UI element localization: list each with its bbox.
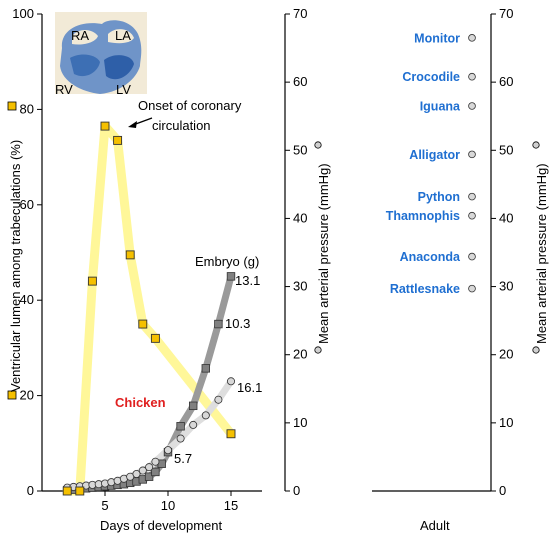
embryo-point bbox=[151, 467, 160, 477]
lumen-point bbox=[150, 333, 160, 343]
adult-y-tick-label: 10 bbox=[499, 415, 513, 430]
pressure-point bbox=[226, 377, 235, 386]
adult-y-tick-label: 70 bbox=[499, 6, 513, 21]
right-y-tick-label: 40 bbox=[293, 210, 307, 225]
annotation-arrowhead bbox=[128, 121, 137, 128]
adult-y-axis-title: Mean arterial pressure (mmHg) bbox=[534, 163, 549, 344]
adult-point bbox=[468, 284, 476, 293]
annotation-embryo: Embryo (g) bbox=[195, 254, 259, 269]
lumen-point bbox=[226, 429, 236, 439]
left-axis: 0 20 40 60 80 100 5 10 15 bbox=[7, 6, 262, 513]
adult-layer: Monitor Crocodile Iguana Alligator Python Tha… bbox=[386, 31, 476, 296]
adult-y-tick-label: 30 bbox=[499, 279, 513, 294]
left-y-axis-title: Ventricular lumen among trabeculations (… bbox=[8, 140, 23, 392]
left-y-tick-label: 60 bbox=[20, 197, 34, 212]
adult-species-label: Rattlesnake bbox=[390, 282, 460, 296]
adult-species-label: Alligator bbox=[409, 148, 460, 162]
adult-point bbox=[468, 72, 476, 81]
adult-species-label: Crocodile bbox=[402, 70, 460, 84]
adult-species-label: Anaconda bbox=[400, 250, 461, 264]
left-title-square-marker bbox=[7, 101, 17, 111]
annotation-13-1: 13.1 bbox=[235, 273, 260, 288]
annotation-16-1: 16.1 bbox=[237, 380, 262, 395]
adult-title-circle-marker bbox=[532, 141, 540, 149]
inset-label-rv: RV bbox=[55, 82, 73, 97]
left-title-square-marker bbox=[7, 390, 17, 400]
adult-point bbox=[468, 252, 476, 261]
lumen-point bbox=[138, 319, 148, 329]
pressure-point bbox=[151, 457, 160, 466]
inset-label-ra: RA bbox=[71, 28, 89, 43]
left-y-tick-label: 100 bbox=[12, 6, 34, 21]
adult-point bbox=[468, 102, 476, 110]
annotation-coronary-line2: circulation bbox=[152, 118, 211, 133]
lumen-point bbox=[100, 121, 110, 131]
right-y-tick-label: 10 bbox=[293, 415, 307, 430]
left-y-tick-label: 20 bbox=[20, 388, 34, 403]
pressure-point bbox=[145, 463, 154, 472]
pressure-point bbox=[214, 395, 223, 404]
embryo-point bbox=[201, 364, 210, 373]
lumen-point bbox=[87, 276, 97, 286]
annotation-coronary-line1: Onset of coronary bbox=[138, 98, 242, 113]
adult-species-label: Iguana bbox=[420, 99, 461, 113]
adult-point bbox=[468, 34, 476, 42]
embryo-point bbox=[176, 422, 185, 431]
adult-y-tick-label: 20 bbox=[499, 347, 513, 362]
right-y-tick-label: 0 bbox=[293, 483, 300, 498]
annotation-10-3: 10.3 bbox=[225, 316, 250, 331]
lumen-point bbox=[125, 250, 135, 260]
adult-y-tick-label: 0 bbox=[499, 483, 506, 498]
x-tick-label: 15 bbox=[224, 498, 238, 513]
lumen-point bbox=[75, 486, 85, 496]
pressure-point bbox=[189, 420, 198, 429]
embryo-point bbox=[214, 319, 223, 329]
lumen-band bbox=[62, 121, 236, 496]
right-title-circle-marker bbox=[314, 141, 322, 149]
adult-species-label: Python bbox=[418, 190, 460, 204]
adult-axis-title: Adult bbox=[420, 518, 450, 533]
adult-y-tick-label: 40 bbox=[499, 210, 513, 225]
adult-y-tick-label: 50 bbox=[499, 142, 513, 157]
pressure-point bbox=[163, 446, 172, 455]
heart-inset-image: RA LA RV LV bbox=[55, 12, 147, 97]
annotation-5-7: 5.7 bbox=[174, 451, 192, 466]
x-tick-label: 5 bbox=[101, 498, 108, 513]
adult-species-label: Monitor bbox=[414, 31, 460, 45]
right-y-tick-label: 20 bbox=[293, 347, 307, 362]
right-y-tick-label: 50 bbox=[293, 142, 307, 157]
right-y-tick-label: 70 bbox=[293, 6, 307, 21]
pressure-point bbox=[132, 469, 141, 478]
adult-point bbox=[468, 150, 476, 159]
right-y-tick-label: 30 bbox=[293, 279, 307, 294]
left-y-tick-label: 80 bbox=[20, 101, 34, 116]
left-y-tick-label: 40 bbox=[20, 292, 34, 307]
pressure-point bbox=[201, 411, 210, 420]
x-tick-label: 10 bbox=[161, 498, 175, 513]
embryo-point bbox=[226, 272, 236, 281]
right-y-tick-label: 60 bbox=[293, 74, 307, 89]
right-axis: 0 10 20 30 40 50 60 70 bbox=[284, 6, 322, 498]
annotation-chicken: Chicken bbox=[115, 395, 166, 410]
lumen-point bbox=[62, 486, 72, 496]
adult-axis: 0 10 20 30 40 50 60 70 bbox=[372, 6, 540, 498]
lumen-point bbox=[113, 135, 123, 145]
series-layer bbox=[62, 121, 236, 496]
left-y-tick-label: 0 bbox=[27, 483, 34, 498]
pressure-point bbox=[176, 434, 185, 443]
embryo-point bbox=[188, 401, 198, 411]
adult-y-tick-label: 60 bbox=[499, 74, 513, 89]
embryo-point bbox=[144, 472, 154, 481]
right-title-circle-marker bbox=[314, 346, 322, 354]
adult-title-circle-marker bbox=[532, 346, 540, 354]
pressure-point bbox=[138, 466, 147, 475]
adult-species-label: Thamnophis bbox=[386, 209, 460, 223]
adult-point bbox=[468, 192, 476, 201]
inset-label-la: LA bbox=[115, 28, 131, 43]
right-y-axis-title: Mean arterial pressure (mmHg) bbox=[316, 163, 331, 344]
adult-point bbox=[468, 211, 476, 220]
x-axis-title: Days of development bbox=[100, 518, 223, 533]
inset-label-lv: LV bbox=[116, 82, 131, 97]
